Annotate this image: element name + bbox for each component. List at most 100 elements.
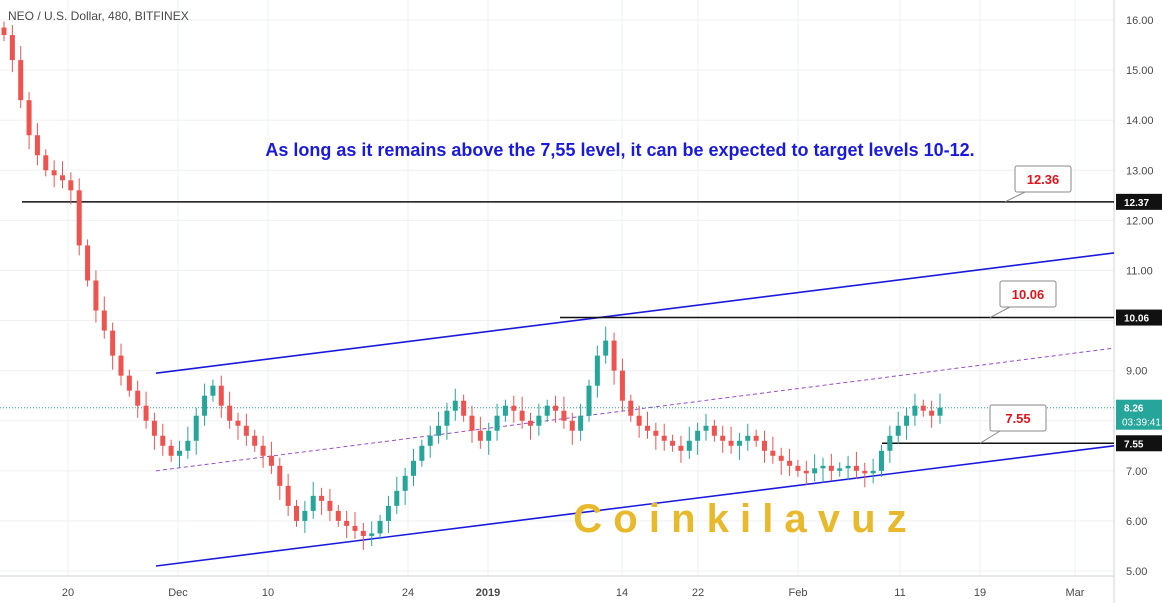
candle-body [277,465,283,486]
candle-body [770,450,776,456]
candle-body [586,385,592,416]
candle-body [912,405,918,416]
candle-body [394,490,400,506]
level-price-text: 7.55 [1124,439,1144,450]
candle-body [260,445,266,456]
candle-body [177,450,182,456]
candle-body [18,60,24,101]
candle-body [319,495,325,501]
candle-body [736,440,742,446]
callout-label: 12.36 [1027,172,1060,187]
level-price-tag [1116,193,1162,210]
horizontal-levels [22,201,1114,445]
x-tick-label: Feb [789,587,808,599]
y-tick-label: 6.00 [1126,516,1147,528]
level-price-text: 10.06 [1124,314,1149,325]
candle-body [477,430,483,441]
callout-box[interactable] [1014,165,1072,193]
x-tick-label: 2019 [476,587,500,599]
x-tick-label: 14 [616,587,628,599]
time-axis: 20 Dec 10 24 2019 14 22 Feb 11 19 Mar [62,587,1085,599]
candle-body [85,245,91,281]
candle-body [335,510,341,521]
price-axis-labels: 12.37 10.06 7.55 8.26 03:39:41 [1116,193,1162,452]
candle-body [619,370,625,401]
candle-body [243,425,249,436]
candle-body [93,280,99,311]
candle-body [327,500,333,511]
current-price-text: 8.26 [1124,404,1144,415]
candle-body [34,135,40,156]
price-axis: 5.006.007.008.009.0010.0011.0012.0013.00… [1126,15,1154,578]
candle-body [268,455,274,466]
candle-body [862,470,868,474]
candle-body [661,435,667,441]
callout-box[interactable] [999,280,1057,308]
candle-body [227,405,233,421]
candle-body [436,425,442,436]
candle-body [511,405,517,411]
candle-body [778,455,784,461]
candle-body [143,405,149,421]
candle-body [603,340,609,356]
candle-body [937,407,943,416]
channel-mid-line [155,347,1115,472]
candle-body [110,330,116,356]
candle-body [920,405,926,411]
candle-body [703,425,709,431]
candle-body [51,170,57,176]
candle-body [561,410,567,421]
candle-body [68,180,74,191]
candle-body [444,410,450,426]
x-tick-label: Mar [1066,587,1085,599]
candle-body [544,405,550,416]
candle-body [294,505,299,521]
callout-pointer [1004,191,1026,203]
candle-body [135,390,141,406]
candle-body [787,460,793,466]
candle-body [360,530,366,536]
price-callouts: 12.36 10.06 7.55 [979,165,1072,444]
x-tick-label: 11 [894,587,905,599]
y-tick-label: 11.00 [1126,265,1153,277]
candle-body [252,435,258,446]
level-price-text: 12.37 [1124,198,1149,209]
candle-body [218,385,224,406]
x-tick-label: 24 [402,587,414,599]
candle-body [611,340,617,371]
candle-body [870,470,876,474]
candle-body [653,430,659,436]
candle-body [427,435,433,446]
callout-box[interactable] [989,404,1047,432]
candle-body [193,415,199,441]
candle-body [728,440,734,446]
candlestick-series [1,21,943,550]
chart-grid [0,0,1114,576]
x-tick-label: 19 [974,587,986,599]
candle-body [812,468,818,474]
callout-pointer [979,430,1001,444]
candle-body [285,485,291,506]
candle-body [536,415,542,426]
candle-body [469,415,475,431]
callout-label: 7.55 [1005,411,1030,426]
candle-body [636,415,642,426]
y-tick-label: 5.00 [1126,566,1147,578]
candle-body [126,375,132,391]
candle-body [594,355,600,386]
candle-body [486,430,492,441]
y-tick-label: 15.00 [1126,65,1154,77]
candle-body [711,425,717,436]
candle-body [845,465,851,469]
candle-body [402,475,408,491]
candle-body [210,385,216,396]
candle-body [879,450,884,471]
callout-pointer [989,306,1011,318]
candle-body [853,465,859,471]
candle-body [929,410,935,416]
candle-body [904,415,910,426]
candle-body [895,425,901,436]
candle-body [60,175,65,181]
candle-body [26,100,32,136]
